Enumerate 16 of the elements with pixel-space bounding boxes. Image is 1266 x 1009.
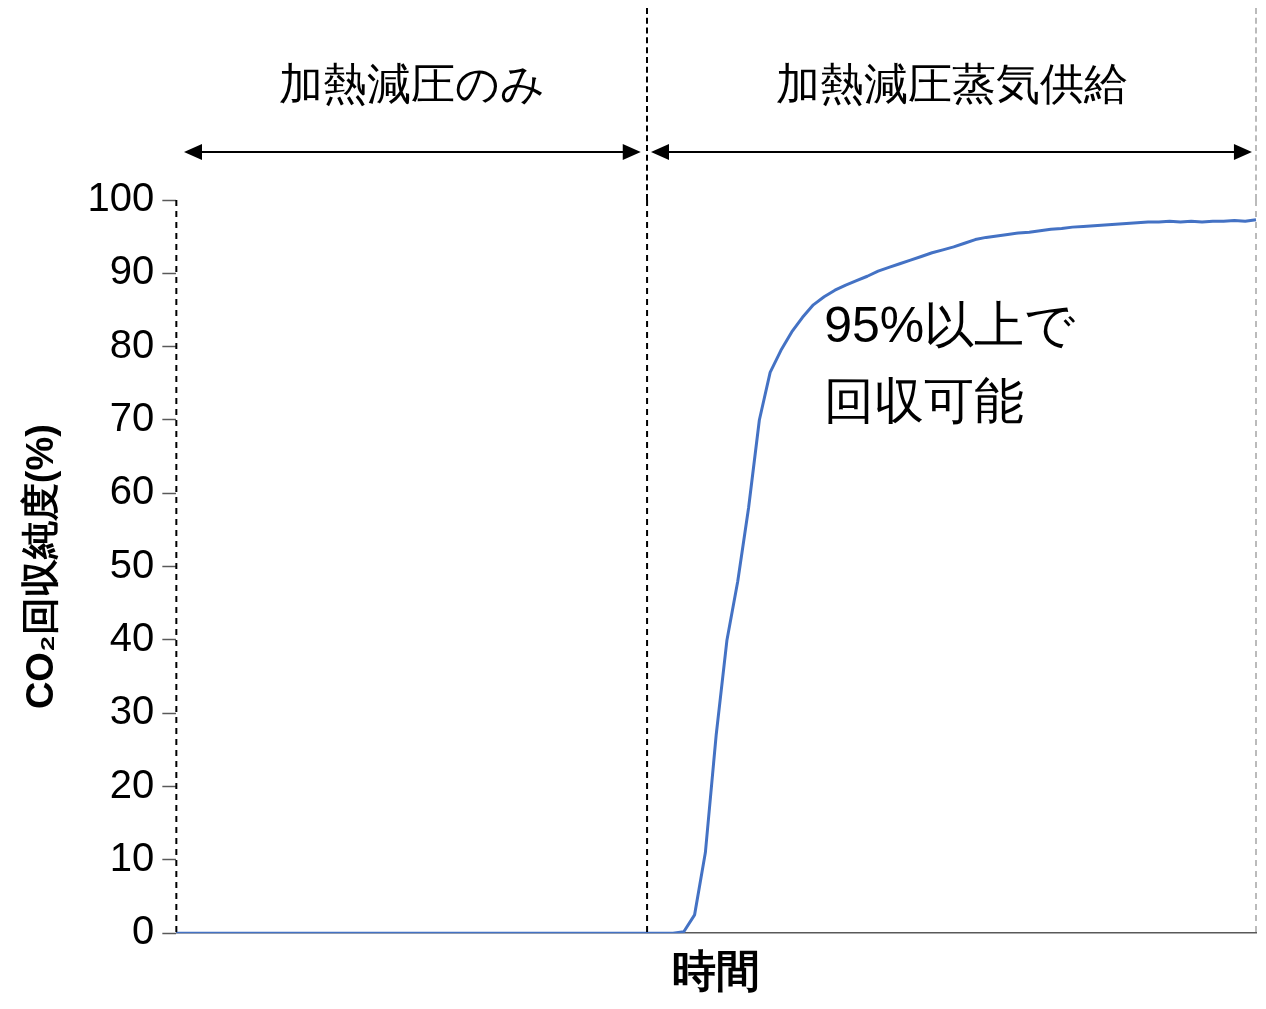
y-axis-title: CO₂回収純度(%) [19,424,62,710]
y-tick-label: 80 [109,321,155,366]
y-tick-label: 70 [109,394,155,439]
y-tick-label: 10 [109,834,155,879]
annotation: 95%以上で回収可能 [824,296,1076,429]
y-tick-label: 0 [132,908,155,953]
y-tick-label: 50 [109,541,155,586]
y-tick-label: 100 [87,175,155,220]
y-tick-label: 60 [109,468,155,513]
y-tick-label: 20 [109,761,155,806]
y-tick-label: 40 [109,614,155,659]
y-tick-label: 30 [109,688,155,733]
text: 加熱減圧蒸気供給 [774,58,1129,110]
x-axis-title: 時間 [672,945,761,995]
y-tick-label: 90 [109,248,155,293]
text: 加熱減圧のみ [277,58,546,110]
